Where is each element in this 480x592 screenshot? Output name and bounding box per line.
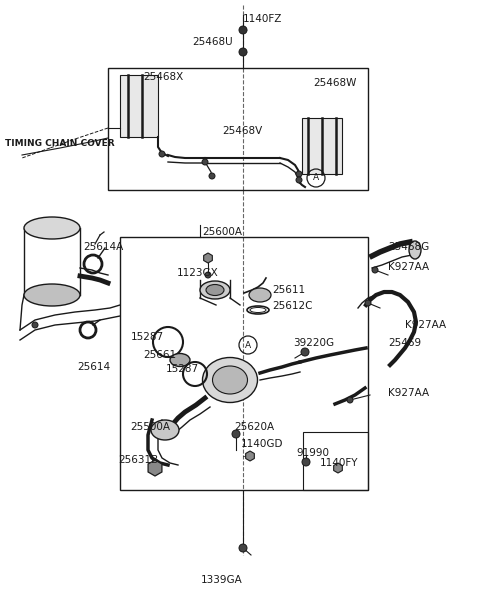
Circle shape [239,26,247,34]
Text: 1123GX: 1123GX [177,268,219,278]
Circle shape [302,458,310,466]
Text: TIMING CHAIN COVER: TIMING CHAIN COVER [5,139,115,148]
Text: 25468W: 25468W [313,78,356,88]
Ellipse shape [249,288,271,302]
Text: 15287: 15287 [131,332,164,342]
Polygon shape [204,253,212,263]
Text: 39220G: 39220G [293,338,334,348]
Ellipse shape [24,217,80,239]
Text: 1140FZ: 1140FZ [243,14,283,24]
Text: 1140FY: 1140FY [320,458,359,468]
Ellipse shape [213,366,248,394]
Text: 15287: 15287 [166,364,199,374]
Ellipse shape [203,358,257,403]
Text: 25612C: 25612C [272,301,312,311]
Circle shape [232,430,240,438]
Circle shape [159,151,165,157]
Bar [303,432,368,490]
Ellipse shape [409,241,421,259]
Ellipse shape [206,285,224,295]
Text: 25620A: 25620A [234,422,274,432]
Circle shape [296,171,302,177]
Text: 25614A: 25614A [83,242,123,252]
Text: 1339GA: 1339GA [201,575,243,585]
Circle shape [239,544,247,552]
Circle shape [202,159,208,165]
Bar [120,75,158,137]
Circle shape [365,300,371,306]
Bar [108,68,368,190]
Ellipse shape [170,353,190,366]
Circle shape [347,397,353,403]
Text: 25468V: 25468V [222,126,262,136]
Text: 25468G: 25468G [388,242,429,252]
Polygon shape [246,451,254,461]
Text: 25614: 25614 [77,362,110,372]
Text: 25468X: 25468X [143,72,183,82]
Text: 25500A: 25500A [130,422,170,432]
Text: K927AA: K927AA [388,262,429,272]
Circle shape [32,322,38,328]
Text: 25469: 25469 [388,338,421,348]
Ellipse shape [24,284,80,306]
Bar [120,237,368,490]
Text: 91990: 91990 [296,448,329,458]
Ellipse shape [151,420,179,440]
Text: K927AA: K927AA [388,388,429,398]
Circle shape [239,48,247,56]
Text: 25468U: 25468U [192,37,233,47]
Text: 25611: 25611 [272,285,305,295]
Bar [302,118,342,174]
Circle shape [372,267,378,273]
Text: 1140GD: 1140GD [241,439,284,449]
Text: 25600A: 25600A [202,227,242,237]
Ellipse shape [200,281,230,299]
Circle shape [301,348,309,356]
Text: A: A [245,340,251,349]
Circle shape [205,272,211,278]
Text: 25631B: 25631B [118,455,158,465]
Text: K927AA: K927AA [405,320,446,330]
Circle shape [296,177,302,183]
Circle shape [209,173,215,179]
Polygon shape [148,460,162,476]
Text: 25661: 25661 [143,350,176,360]
Polygon shape [334,463,342,473]
Text: A: A [313,173,319,182]
